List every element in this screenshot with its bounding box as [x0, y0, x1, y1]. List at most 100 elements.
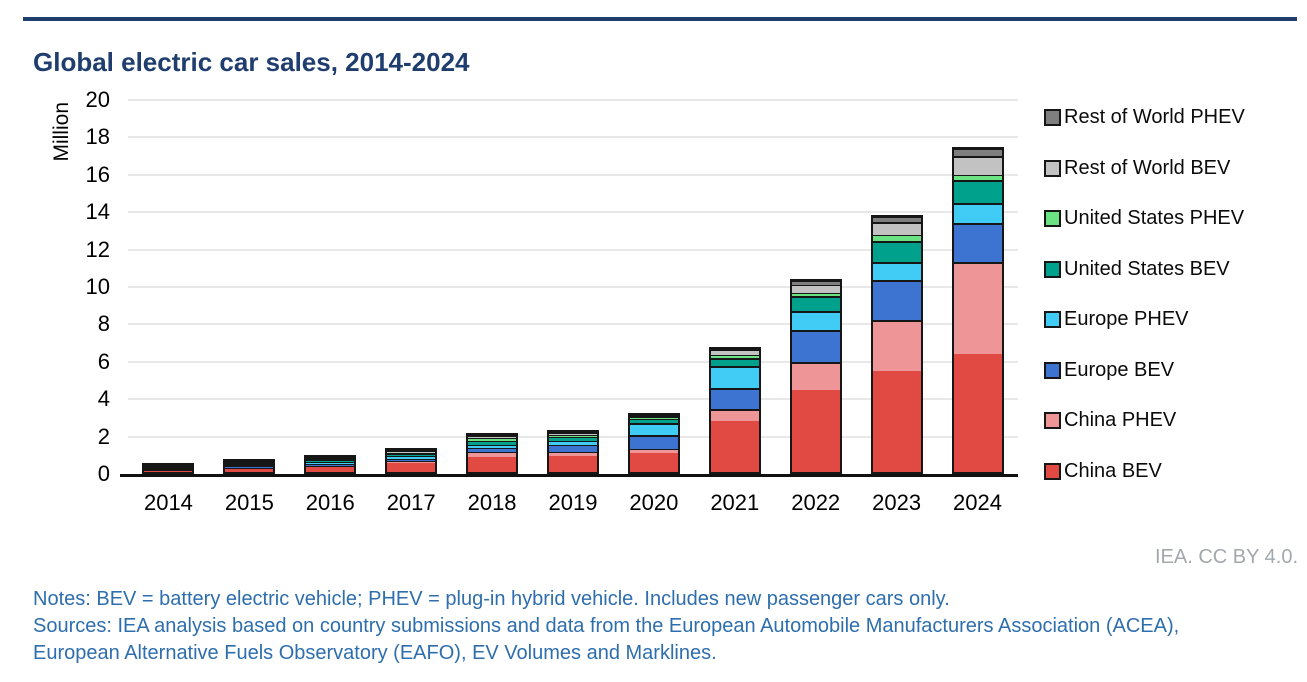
legend-swatch-icon [1044, 210, 1061, 227]
bars-container [128, 100, 1018, 474]
legend-label: Rest of World PHEV [1064, 106, 1245, 128]
bar-group-2017 [371, 100, 452, 474]
y-tick-10: 10 [85, 274, 110, 299]
segment-2014-rest-of-world-phev [144, 464, 193, 466]
segment-2014-united-states-phev [144, 466, 193, 468]
legend-swatch-icon [1044, 260, 1061, 278]
segment-2019-united-states-phev [548, 435, 597, 437]
segment-2014-china-phev [144, 470, 193, 472]
segment-2022-rest-of-world-bev [791, 285, 840, 293]
gridline-y-12 [128, 248, 1018, 251]
footer-notes-block: Notes: BEV = battery electric vehicle; P… [33, 586, 1218, 667]
segment-2017-china-phev [387, 461, 436, 464]
legend-label: China PHEV [1064, 409, 1177, 431]
segment-2019-united-states-bev [548, 436, 597, 442]
segment-2020-united-states-phev [629, 417, 678, 419]
gridline-y-8 [128, 323, 1018, 326]
x-tick-2016: 2016 [305, 490, 355, 515]
segment-2015-europe-phev [225, 464, 274, 467]
segment-2022-china-bev [791, 389, 840, 472]
segment-2023-united-states-phev [872, 235, 921, 242]
stacked-bar-2023 [870, 214, 923, 474]
segment-2018-china-phev [468, 452, 517, 458]
segment-2021-rest-of-world-phev [710, 348, 759, 351]
x-tick-2022: 2022 [791, 490, 841, 515]
segment-2023-united-states-bev [872, 241, 921, 262]
segment-2014-europe-phev [144, 468, 193, 470]
chart-legend: Rest of World PHEV Rest of World BEV Unite… [1044, 106, 1245, 482]
legend-swatch-icon [1044, 361, 1061, 379]
segment-2017-europe-phev [387, 456, 436, 459]
segment-2024-europe-bev [953, 223, 1002, 262]
segment-2019-china-bev [548, 456, 597, 472]
x-tick-2015: 2015 [224, 490, 274, 515]
segment-2018-united-states-bev [468, 440, 517, 446]
legend-item-europe-bev: Europe BEV [1044, 359, 1245, 381]
bar-group-2024 [937, 100, 1018, 474]
legend-label: Rest of World BEV [1064, 156, 1231, 179]
segment-2019-europe-phev [548, 441, 597, 446]
segment-2021-rest-of-world-bev [710, 350, 759, 356]
segment-2015-china-phev [225, 468, 274, 470]
top-divider-rule [23, 17, 1297, 21]
segment-2020-europe-bev [629, 434, 678, 449]
bar-group-2021 [694, 100, 775, 474]
segment-2015-united-states-phev [225, 462, 274, 464]
y-tick-14: 14 [85, 199, 110, 225]
segment-2024-rest-of-world-bev [953, 156, 1002, 176]
y-tick-16: 16 [85, 161, 110, 187]
bar-group-2019 [533, 100, 614, 474]
segment-2016-europe-phev [306, 461, 355, 464]
bar-group-2016 [290, 100, 371, 474]
stacked-bar-2020 [627, 412, 680, 474]
segment-2017-europe-bev [387, 458, 436, 462]
segment-2017-rest-of-world-bev [387, 450, 436, 453]
x-tick-2017: 2017 [386, 490, 436, 515]
stacked-bar-2016 [304, 455, 357, 474]
segment-2015-united-states-bev [225, 463, 274, 465]
segment-2021-united-states-phev [710, 355, 759, 358]
license-attribution: IEA. CC BY 4.0. [1154, 546, 1298, 568]
segment-2016-united-states-bev [306, 460, 355, 462]
legend-item-rest-of-world-bev: Rest of World BEV [1044, 156, 1245, 179]
gridline-y-18 [128, 136, 1018, 139]
segment-2019-rest-of-world-phev [548, 431, 597, 433]
segment-2024-china-phev [953, 261, 1002, 355]
segment-2020-rest-of-world-bev [629, 415, 678, 418]
segment-2020-china-bev [629, 453, 678, 472]
x-tick-2023: 2023 [872, 490, 922, 515]
bar-group-2015 [209, 100, 290, 474]
segment-2017-united-states-phev [387, 452, 436, 455]
segment-2018-china-bev [468, 457, 517, 472]
segment-2015-china-bev [225, 469, 274, 472]
stacked-bar-2019 [546, 429, 599, 474]
segment-2021-china-phev [710, 409, 759, 421]
legend-item-rest-of-world-phev: Rest of World PHEV [1044, 106, 1245, 128]
bar-group-2023 [856, 100, 937, 474]
legend-item-europe-phev: Europe PHEV [1044, 308, 1245, 330]
stacked-bar-2022 [789, 279, 842, 474]
segment-2024-china-bev [953, 354, 1002, 472]
stacked-bar-2014 [142, 462, 195, 474]
segment-2018-rest-of-world-bev [468, 435, 517, 439]
segment-2020-europe-phev [629, 423, 678, 435]
segment-2024-united-states-bev [953, 180, 1002, 203]
segment-2014-united-states-bev [144, 467, 193, 469]
stacked-bar-2021 [708, 346, 761, 474]
segment-2020-china-phev [629, 448, 678, 454]
stacked-bar-2018 [466, 432, 519, 474]
x-tick-2018: 2018 [467, 490, 517, 515]
segment-2015-europe-bev [225, 466, 274, 469]
legend-item-china-bev: China BEV [1044, 460, 1245, 482]
segment-2023-europe-phev [872, 261, 921, 281]
segment-2017-rest-of-world-phev [387, 449, 436, 451]
x-tick-2014: 2014 [143, 490, 193, 515]
segment-2023-rest-of-world-phev [872, 216, 921, 223]
segment-2021-china-bev [710, 420, 759, 472]
y-tick-8: 8 [97, 311, 110, 337]
segment-2015-rest-of-world-bev [225, 461, 274, 463]
x-tick-2024: 2024 [953, 490, 1002, 515]
gridline-y-14 [128, 211, 1018, 214]
segment-2019-china-phev [548, 452, 597, 457]
